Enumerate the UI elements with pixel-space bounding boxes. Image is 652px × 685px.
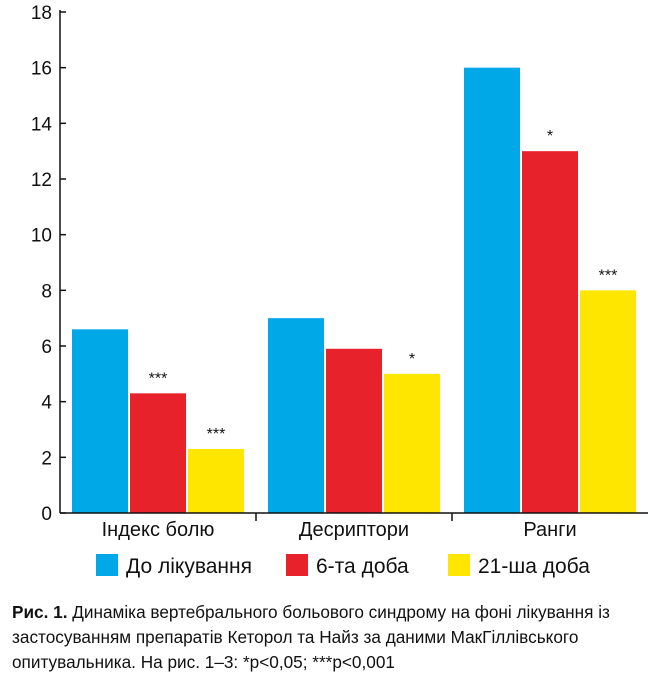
legend-swatch-2: [448, 554, 470, 576]
legend-label-0: До лікування: [126, 555, 252, 578]
legend-label-1: 6-та доба: [316, 555, 409, 578]
caption-text: Динаміка вертебрального больового синдро…: [12, 602, 610, 672]
x-axis: Індекс болю Десриптори Ранги: [60, 512, 648, 541]
significance-1-2: *: [409, 351, 415, 368]
legend-label-2: 21-ша доба: [478, 555, 590, 578]
significance-0-2: ***: [207, 426, 226, 443]
significance-marks: ***********: [149, 128, 618, 443]
y-tick-label-7: 14: [31, 114, 53, 135]
bar-2-0: [464, 67, 520, 514]
bar-1-1: [326, 348, 382, 513]
legend: До лікування 6-та доба 21-ша доба: [96, 554, 590, 578]
bar-0-0: [72, 329, 128, 513]
x-tick-label-0: Індекс болю: [102, 519, 215, 541]
y-tick-label-3: 6: [41, 337, 52, 358]
bar-2-2: [580, 290, 636, 513]
bar-1-2: [384, 373, 440, 513]
x-tick-label-2: Ранги: [523, 519, 576, 541]
y-tick-label-1: 2: [41, 448, 52, 469]
significance-0-1: ***: [149, 370, 168, 387]
significance-2-1: *: [547, 128, 553, 145]
y-tick-label-4: 8: [41, 281, 52, 302]
y-tick-label-5: 10: [31, 226, 52, 247]
legend-swatch-0: [96, 554, 118, 576]
y-tick-label-6: 12: [31, 170, 52, 191]
y-tick-label-0: 0: [41, 504, 52, 525]
bar-1-0: [268, 318, 324, 513]
legend-swatch-1: [286, 554, 308, 576]
bar-0-1: [130, 393, 186, 513]
x-tick-label-1: Десриптори: [299, 519, 409, 541]
y-axis: 0 2 4 6 8 10 12 14 16 18: [31, 3, 66, 525]
significance-2-2: ***: [599, 267, 618, 284]
bars: [72, 67, 636, 514]
bar-0-2: [188, 448, 244, 513]
figure-caption: Рис. 1. Динаміка вертебрального больовог…: [12, 600, 644, 675]
y-tick-label-8: 16: [31, 59, 52, 80]
y-tick-label-9: 18: [31, 3, 52, 24]
caption-label: Рис. 1.: [12, 602, 68, 622]
y-tick-label-2: 4: [41, 393, 52, 414]
bar-2-1: [522, 151, 578, 513]
